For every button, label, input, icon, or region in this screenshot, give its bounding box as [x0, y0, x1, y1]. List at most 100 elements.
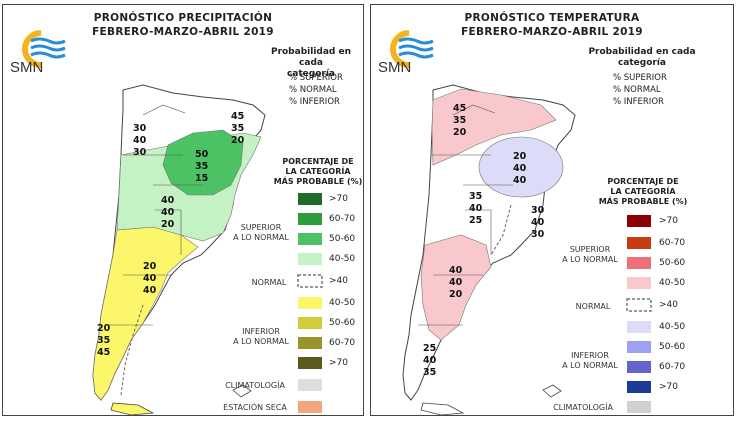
- legend-swatch-climatologia: [627, 401, 651, 413]
- prob-inferior: % INFERIOR: [289, 97, 340, 107]
- map-value: 35: [469, 191, 483, 202]
- map-label-northwest: 30 40 30: [133, 123, 146, 159]
- map-value: 40: [449, 277, 463, 288]
- legend-swatch-6: [298, 297, 322, 309]
- prob-superior: % SUPERIOR: [613, 73, 667, 83]
- group-inferior-line1: INFERIOR: [571, 351, 609, 360]
- map-value: 40: [161, 195, 175, 206]
- prob-inferior: % INFERIOR: [613, 97, 664, 107]
- legend-label-5: >40: [329, 276, 348, 286]
- legend-label-4: 40-50: [659, 278, 686, 288]
- map-value: 20: [231, 135, 245, 146]
- legend-swatch-8: [627, 361, 651, 373]
- legend-heading-line1: PORCENTAJE DE: [282, 157, 354, 166]
- prob-normal: % NORMAL: [613, 85, 661, 95]
- legend-heading-line2: LA CATEGORÍA: [285, 167, 351, 176]
- legend-heading-line3: MÁS PROBABLE (%): [273, 177, 363, 186]
- legend-swatch-5: [626, 298, 652, 312]
- group-inferior-line2: A LO NORMAL: [562, 361, 618, 370]
- legend-label-1: >70: [329, 194, 348, 204]
- legend-climatologia-label: CLIMATOLOGÍA: [225, 381, 285, 390]
- normal-boundary: [490, 204, 512, 256]
- province-lines: [418, 104, 513, 326]
- legend-label-1: >70: [659, 216, 678, 226]
- group-inferior-line2: A LO NORMAL: [233, 337, 289, 346]
- legend-label-9: >70: [329, 358, 348, 368]
- group-superior: SUPERIOR A LO NORMAL: [229, 223, 293, 243]
- map-value: 35: [97, 335, 111, 346]
- map-value: 20: [161, 219, 175, 230]
- group-superior-line1: SUPERIOR: [569, 245, 611, 254]
- normal-boundary: [120, 304, 144, 396]
- legend-swatch-8: [298, 337, 322, 349]
- probability-heading: Probabilidad en cada categoría: [587, 47, 697, 69]
- legend-swatch-7: [627, 341, 651, 353]
- pink-region-south: [420, 234, 492, 341]
- pink-region-north: [431, 88, 557, 166]
- malvinas-islands: [232, 384, 252, 398]
- precipitation-forecast-panel: PRONÓSTICO PRECIPITACIÓN FEBRERO-MARZO-A…: [2, 4, 364, 416]
- map-label-east: 30 40 30: [531, 205, 544, 241]
- legend-label-9: >70: [659, 382, 678, 392]
- province-lines: [108, 104, 203, 326]
- yellow-region-south: [92, 226, 199, 401]
- map-value: 40: [513, 175, 527, 186]
- legend-swatch-6: [627, 321, 651, 333]
- legend-swatch-1: [627, 215, 651, 227]
- tierra-del-fuego: [420, 402, 465, 415]
- group-superior: SUPERIOR A LO NORMAL: [557, 245, 623, 265]
- group-superior-line2: A LO NORMAL: [233, 233, 289, 242]
- legend-swatch-climatologia: [298, 379, 322, 391]
- prob-superior: % SUPERIOR: [289, 73, 343, 83]
- legend-swatch-4: [298, 253, 322, 265]
- legend-label-8: 60-70: [659, 362, 686, 372]
- temperature-title: PRONÓSTICO TEMPERATURA: [464, 12, 640, 24]
- map-value: 40: [513, 163, 527, 174]
- group-normal: NORMAL: [251, 278, 287, 287]
- legend-label-3: 50-60: [329, 234, 356, 244]
- map-value: 40: [469, 203, 483, 214]
- map-value: 35: [453, 115, 467, 126]
- legend-climatologia-label: CLIMATOLOGÍA: [553, 403, 613, 412]
- map-value: 35: [195, 161, 209, 172]
- legend-label-7: 50-60: [329, 318, 356, 328]
- legend-swatch-estacion-seca: [298, 401, 322, 413]
- smn-logo-text: SMN: [10, 59, 44, 76]
- map-value: 20: [449, 289, 463, 300]
- map-value: 40: [423, 355, 437, 366]
- map-value: 20: [143, 261, 157, 272]
- map-value: 30: [531, 205, 545, 216]
- legend-label-3: 50-60: [659, 258, 686, 268]
- precipitation-period: FEBRERO-MARZO-ABRIL 2019: [92, 26, 274, 38]
- map-value: 45: [231, 111, 245, 122]
- group-superior-line2: A LO NORMAL: [562, 255, 618, 264]
- probability-heading-line2: categoría: [617, 58, 667, 68]
- group-inferior: INFERIOR A LO NORMAL: [229, 327, 293, 347]
- legend-swatch-7: [298, 317, 322, 329]
- map-value: 45: [97, 347, 111, 358]
- legend-label-6: 40-50: [329, 298, 356, 308]
- legend-label-2: 60-70: [329, 214, 356, 224]
- map-value: 25: [469, 215, 483, 226]
- group-inferior: INFERIOR A LO NORMAL: [557, 351, 623, 371]
- probability-heading: Probabilidad en cada categoría: [261, 47, 361, 80]
- map-label-center: 40 40 20: [161, 195, 174, 231]
- map-label-northeast: 45 35 20: [231, 111, 244, 147]
- legend-swatch-4: [627, 277, 651, 289]
- temperature-forecast-panel: PRONÓSTICO TEMPERATURA FEBRERO-MARZO-ABR…: [370, 4, 734, 416]
- map-label-patagonia-north: 40 40 20: [449, 265, 462, 301]
- legend-label-4: 40-50: [329, 254, 356, 264]
- precipitation-map: [22, 30, 323, 415]
- map-label-patagonia-south: 25 40 35: [423, 343, 436, 379]
- smn-logo-text: SMN: [378, 59, 412, 76]
- map-value: 40: [161, 207, 175, 218]
- smn-logo-icon: [22, 30, 66, 68]
- map-value: 30: [133, 123, 147, 134]
- map-value: 40: [449, 265, 463, 276]
- map-value: 35: [231, 123, 245, 134]
- legend-swatch-3: [298, 233, 322, 245]
- map-value: 30: [133, 147, 147, 158]
- map-value: 35: [423, 367, 437, 378]
- legend-heading: PORCENTAJE DE LA CATEGORÍA MÁS PROBABLE …: [593, 177, 693, 207]
- map-value: 50: [195, 149, 209, 160]
